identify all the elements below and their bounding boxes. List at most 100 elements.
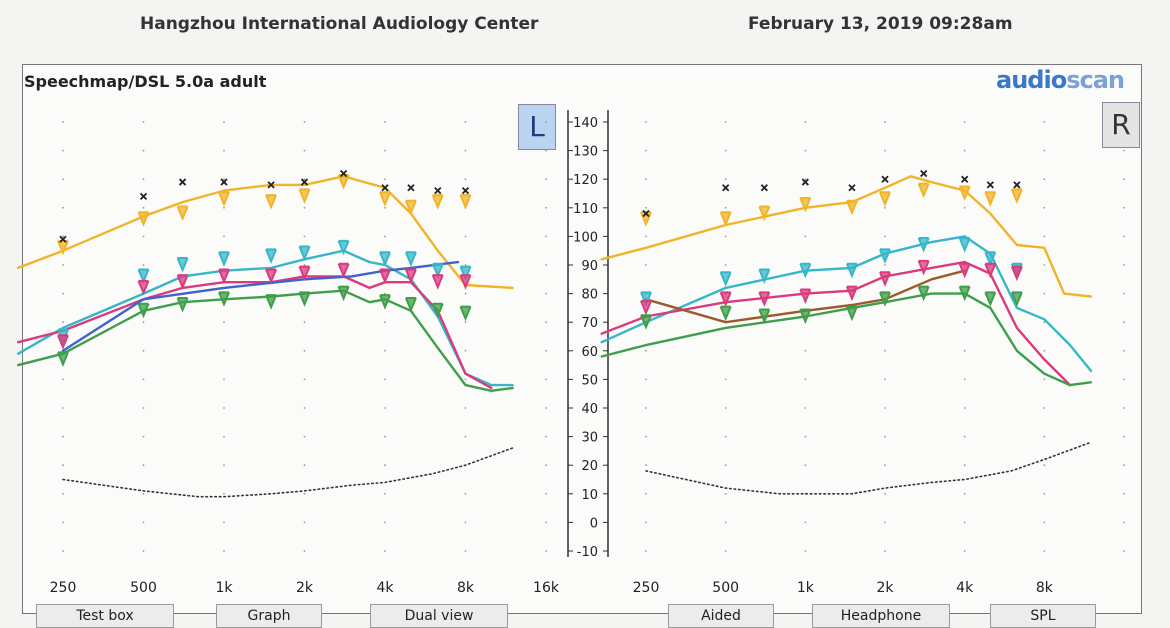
grid-dot [223, 206, 225, 209]
center-name: Hangzhou International Audiology Center [140, 14, 539, 34]
ucl-x-marker-left [434, 187, 442, 195]
grid-dot [963, 521, 966, 524]
grid-dot [645, 435, 647, 438]
series-line-magenta-left [17, 275, 493, 390]
grid-dot [724, 206, 727, 209]
grid-dot [545, 464, 547, 467]
spl-button[interactable]: SPL [990, 604, 1096, 628]
grid-dot [62, 464, 64, 467]
target-marker-orange-left [337, 174, 350, 190]
target-marker-magenta-left [337, 262, 350, 279]
grid-dot [384, 235, 386, 238]
target-marker-orange-right [917, 182, 930, 199]
grid-dot [963, 492, 966, 495]
target-marker-orange-left [137, 211, 150, 227]
target-marker-magenta-right [879, 271, 891, 287]
grid-dot [963, 206, 966, 209]
left-ear-button[interactable]: L [518, 104, 556, 150]
grid-dot [142, 206, 145, 209]
grid-dot [1043, 178, 1046, 181]
target-marker-orange-right [846, 199, 858, 216]
grid-dot [303, 321, 306, 324]
grid-dot [884, 121, 886, 123]
grid-dot [645, 349, 647, 352]
target-marker-green-left [337, 285, 350, 302]
grid-dot [1043, 464, 1046, 467]
target-marker-magenta-right [758, 291, 771, 307]
target-marker-magenta-right [984, 262, 997, 279]
grid-dot [1043, 521, 1046, 524]
target-marker-cyan-left [337, 239, 350, 256]
grid-dot [724, 235, 727, 238]
ucl-x-marker-right [642, 209, 650, 218]
grid-dot [1123, 349, 1125, 352]
grid-dot [884, 464, 886, 467]
y-tick-label: 0 [590, 516, 598, 531]
grid-dot [724, 121, 727, 123]
grid-dot [62, 149, 64, 152]
x-tick-label-right: 2k [876, 580, 894, 596]
right-ear-button[interactable]: R [1102, 102, 1140, 148]
target-marker-cyan-right [719, 271, 732, 287]
grid-dot [545, 178, 547, 181]
grid-dot [464, 349, 467, 352]
target-marker-cyan-left [137, 268, 150, 285]
headphone-button[interactable]: Headphone [812, 604, 950, 628]
x-tick-label-left: 2k [296, 580, 314, 596]
ucl-x-marker-left [220, 178, 228, 186]
target-marker-magenta-right [640, 299, 652, 316]
grid-dot [142, 349, 145, 352]
aided-button[interactable]: Aided [668, 604, 774, 628]
grid-dot [724, 492, 727, 495]
target-marker-cyan-left [298, 245, 311, 262]
grid-dot [464, 550, 467, 552]
x-tick-label-left: 4k [376, 580, 394, 596]
target-marker-orange-right [958, 185, 971, 202]
target-marker-magenta-left [137, 279, 150, 296]
target-marker-orange-left [379, 191, 391, 207]
grid-dot [464, 435, 467, 438]
target-marker-orange-right [758, 205, 771, 222]
target-marker-orange-left [404, 199, 417, 216]
ucl-x-marker-right [920, 169, 928, 178]
target-marker-cyan-left [404, 251, 417, 267]
grid-dot [62, 292, 64, 295]
grid-dot [884, 149, 886, 152]
target-marker-magenta-right [958, 262, 971, 279]
graph-button[interactable]: Graph [216, 604, 322, 628]
target-marker-green-left [379, 294, 391, 310]
grid-dot [223, 149, 225, 152]
grid-dot [884, 378, 886, 381]
grid-dot [303, 349, 306, 352]
grid-dot [464, 235, 467, 238]
dual-view-button[interactable]: Dual view [370, 604, 508, 628]
target-marker-magenta-right [799, 288, 812, 305]
grid-dot [963, 321, 966, 324]
grid-dot [804, 349, 807, 352]
grid-dot [545, 235, 547, 238]
grid-dot [303, 178, 306, 181]
grid-dot [303, 464, 306, 467]
grid-dot [1043, 292, 1046, 295]
grid-dot [645, 378, 647, 381]
grid-dot [724, 349, 727, 352]
ucl-x-marker-left [339, 169, 348, 178]
ucl-x-marker-left [139, 192, 148, 200]
grid-dot [545, 206, 547, 209]
grid-dot [645, 464, 647, 467]
grid-dot [545, 378, 547, 381]
grid-dot [1123, 550, 1125, 552]
test-box-button[interactable]: Test box [36, 604, 174, 628]
ucl-x-marker-right [848, 184, 856, 192]
grid-dot [645, 264, 647, 266]
target-marker-green-right [879, 291, 891, 307]
grid-dot [1043, 407, 1046, 409]
grid-dot [464, 149, 467, 152]
series-line-brown-right [644, 269, 966, 324]
ucl-x-marker-right [1013, 181, 1021, 189]
x-tick-label-left: 8k [457, 580, 475, 596]
target-marker-green-left [404, 297, 417, 313]
grid-dot [1043, 349, 1046, 352]
target-marker-magenta-left [218, 268, 230, 285]
